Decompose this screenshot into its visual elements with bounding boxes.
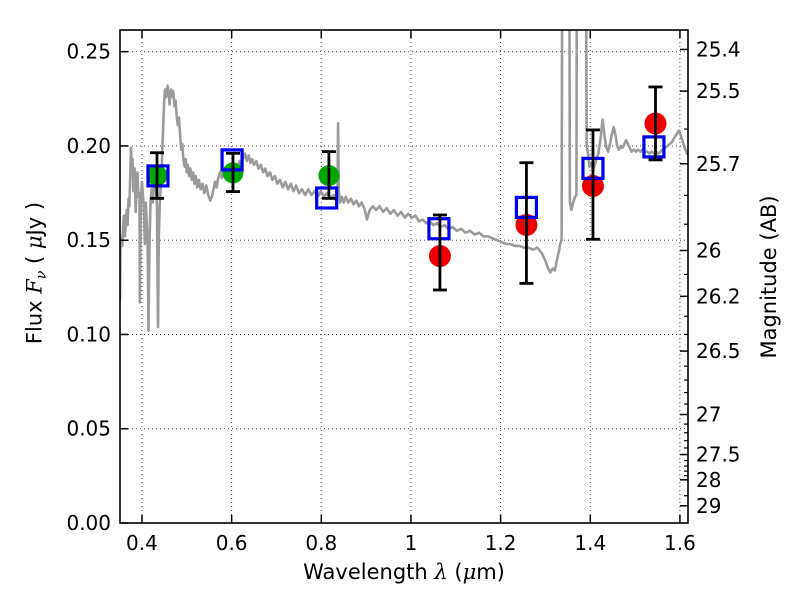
y-tick-label-right: 26.2 [696,284,741,308]
axes-spines [119,29,689,524]
axis-label-math-part: μ [462,560,477,584]
y-tick-label-left: 0.15 [66,228,111,252]
model-photometry-marker [315,186,339,210]
y-tick-label-left: 0.10 [66,322,111,346]
y-tick-label-right: 27.5 [696,443,741,467]
axis-label-text-part: Magnitude (AB) [757,195,781,359]
axis-label-math-part: λ [434,560,448,584]
y-tick-label-right: 26 [696,238,721,262]
x-tick-label: 1.4 [574,531,606,555]
x-tick-label: 0.6 [216,531,248,555]
x-axis-label: Wavelength λ (μm) [120,560,688,584]
y-tick-label-left: 0.05 [66,417,111,441]
y-axis-label-right: Magnitude (AB) [757,195,781,358]
y-tick-label-left: 0.25 [66,40,111,64]
model-photometry-marker [642,135,666,159]
y-tick-label-right: 25.4 [696,37,741,61]
x-tick-label: 1.6 [664,531,696,555]
y-tick-label-right: 25.5 [696,79,741,103]
y-axis-label-left: Flux Fν ( μJy ) [23,202,50,344]
axis-label-text-part: ( [447,560,463,584]
y-tick-label-left: 0.00 [66,511,111,535]
y-tick-label-right: 26.5 [696,339,741,363]
axis-label-text-part: Wavelength [303,560,435,584]
axis-label-math-part: ν [33,270,50,280]
x-tick-label: 0.4 [126,531,158,555]
axis-label-math-part: F [22,279,47,294]
axis-label-math-part: μ [22,235,47,250]
y-tick-label-right: 25.7 [696,152,741,176]
axis-label-text-part: ( [22,249,47,271]
y-tick-label-right: 27 [696,403,721,427]
axis-label-text-part: m) [476,560,505,584]
axis-label-text-part: Flux [22,293,47,345]
y-tick-label-right: 29 [696,494,721,518]
x-tick-label: 1 [405,531,418,555]
x-tick-label: 1.2 [485,531,517,555]
y-tick-label-left: 0.20 [66,134,111,158]
axis-label-text-part: Jy ) [22,201,47,236]
x-tick-label: 0.8 [305,531,337,555]
y-tick-label-right: 28 [696,468,721,492]
